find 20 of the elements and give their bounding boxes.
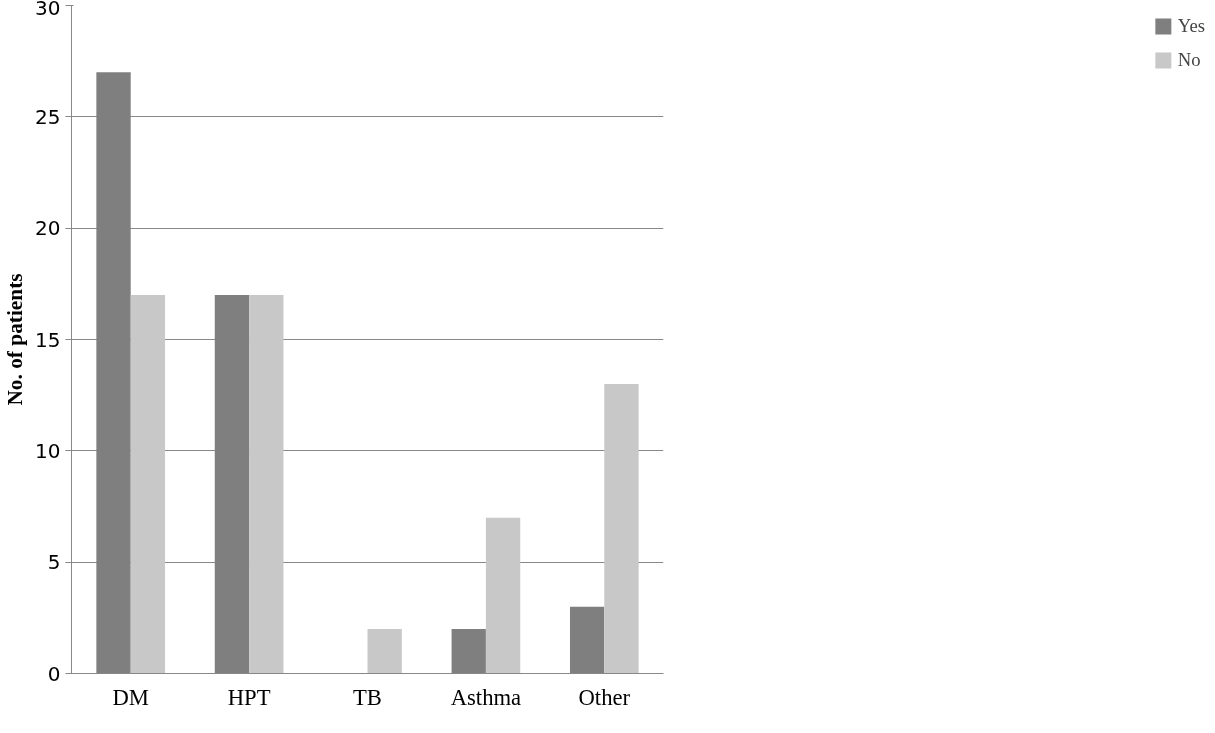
legend-label: Yes [1177,15,1205,37]
y-tick-label: 5 [47,550,61,575]
y-tick-label: 30 [35,0,61,20]
x-tick-label: TB [353,684,382,710]
y-tick-label: 20 [35,216,61,241]
bar [604,384,639,674]
x-tick-label: HPT [227,684,271,710]
bar [485,517,521,674]
legend-label: No [1177,49,1201,71]
x-tick-label: DM [112,684,149,710]
bar [249,294,284,674]
y-tick-label: 10 [35,438,61,463]
y-tick-label: 25 [35,104,61,129]
y-tick-label: 15 [35,327,61,352]
x-tick-label: Other [578,684,631,710]
y-tick-label: 0 [47,661,61,686]
bar [130,294,166,674]
bar [367,628,402,674]
x-tick-label: Asthma [450,684,522,710]
y-axis-title: No. of patients [3,273,28,406]
